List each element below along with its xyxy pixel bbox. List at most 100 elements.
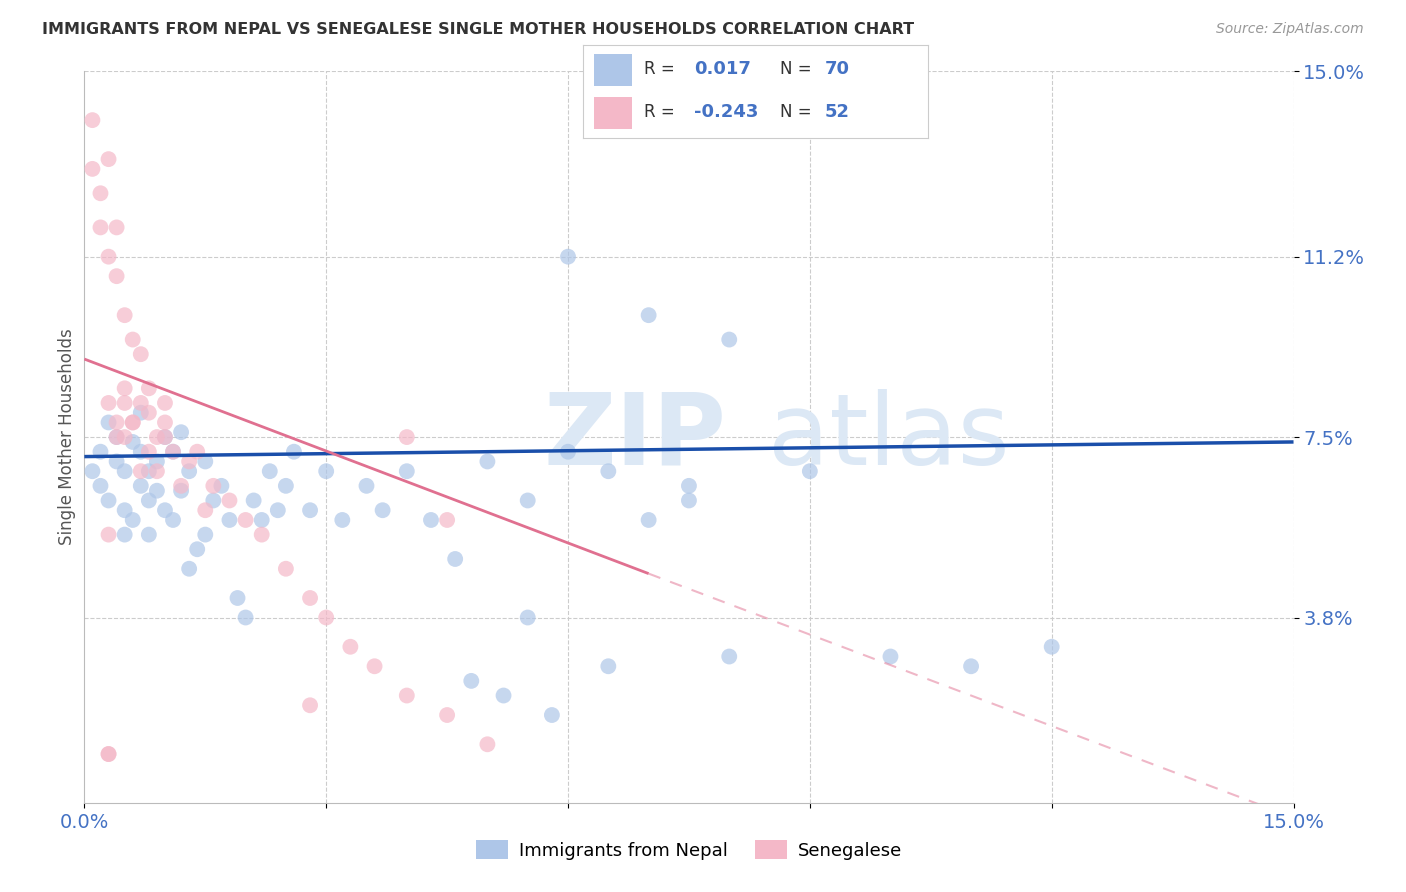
Point <box>114 503 136 517</box>
Text: atlas: atlas <box>768 389 1010 485</box>
Point <box>89 186 111 201</box>
Point <box>162 513 184 527</box>
Point <box>97 493 120 508</box>
Point <box>218 513 240 527</box>
Point <box>129 396 152 410</box>
Point <box>97 527 120 541</box>
Point <box>170 479 193 493</box>
Text: ZIP: ZIP <box>544 389 727 485</box>
Point <box>153 396 176 410</box>
Text: 0.017: 0.017 <box>693 60 751 78</box>
Point <box>436 708 458 723</box>
Point <box>162 444 184 458</box>
Point <box>436 513 458 527</box>
Text: R =: R = <box>644 60 679 78</box>
Point <box>138 444 160 458</box>
Point <box>121 434 143 449</box>
Point <box>129 464 152 478</box>
Point <box>339 640 361 654</box>
Text: 52: 52 <box>824 103 849 121</box>
Point <box>97 250 120 264</box>
Text: 70: 70 <box>824 60 849 78</box>
Point <box>89 220 111 235</box>
Point <box>114 308 136 322</box>
Point <box>202 493 225 508</box>
Point <box>153 503 176 517</box>
Text: N =: N = <box>780 103 817 121</box>
Point <box>1040 640 1063 654</box>
Point <box>516 610 538 624</box>
Point <box>121 333 143 347</box>
Point <box>138 381 160 395</box>
Point <box>259 464 281 478</box>
Point <box>97 416 120 430</box>
Point <box>637 308 659 322</box>
Point <box>114 464 136 478</box>
Point <box>541 708 564 723</box>
Point <box>250 527 273 541</box>
Point <box>315 610 337 624</box>
Point <box>283 444 305 458</box>
Point <box>395 464 418 478</box>
Point <box>194 454 217 468</box>
Point <box>678 479 700 493</box>
Point <box>138 493 160 508</box>
Point <box>105 430 128 444</box>
Point <box>557 250 579 264</box>
Point <box>718 333 741 347</box>
Point <box>299 591 322 605</box>
Point <box>129 406 152 420</box>
Point <box>209 479 232 493</box>
Point <box>420 513 443 527</box>
Point <box>82 113 104 128</box>
Legend: Immigrants from Nepal, Senegalese: Immigrants from Nepal, Senegalese <box>468 833 910 867</box>
Bar <box>593 54 631 86</box>
Point <box>162 444 184 458</box>
Point <box>516 493 538 508</box>
Point <box>315 464 337 478</box>
Point <box>879 649 901 664</box>
Point <box>97 747 120 761</box>
Point <box>444 552 467 566</box>
Text: -0.243: -0.243 <box>693 103 758 121</box>
Point <box>114 527 136 541</box>
Point <box>82 464 104 478</box>
Text: IMMIGRANTS FROM NEPAL VS SENEGALESE SINGLE MOTHER HOUSEHOLDS CORRELATION CHART: IMMIGRANTS FROM NEPAL VS SENEGALESE SING… <box>42 22 914 37</box>
Point <box>371 503 394 517</box>
Point <box>395 430 418 444</box>
Point <box>186 444 208 458</box>
Point <box>598 659 620 673</box>
Point <box>477 737 499 751</box>
Point <box>82 161 104 176</box>
Point <box>97 152 120 166</box>
Text: Source: ZipAtlas.com: Source: ZipAtlas.com <box>1216 22 1364 37</box>
Point <box>105 430 128 444</box>
Point <box>242 493 264 508</box>
Point <box>146 430 169 444</box>
Point <box>250 513 273 527</box>
Point <box>799 464 821 478</box>
Y-axis label: Single Mother Households: Single Mother Households <box>58 329 76 545</box>
Point <box>356 479 378 493</box>
Point <box>637 513 659 527</box>
Point <box>138 406 160 420</box>
Point <box>129 347 152 361</box>
Point <box>114 396 136 410</box>
Point <box>121 416 143 430</box>
Point <box>153 430 176 444</box>
Point <box>121 416 143 430</box>
Point <box>226 591 249 605</box>
Point <box>146 454 169 468</box>
Point <box>89 479 111 493</box>
Point <box>492 689 515 703</box>
Point <box>97 747 120 761</box>
Point <box>179 562 201 576</box>
Point <box>170 425 193 440</box>
Point <box>274 562 297 576</box>
Point <box>89 444 111 458</box>
Point <box>218 493 240 508</box>
Point <box>299 503 322 517</box>
Point <box>121 513 143 527</box>
Point <box>274 479 297 493</box>
Point <box>129 479 152 493</box>
